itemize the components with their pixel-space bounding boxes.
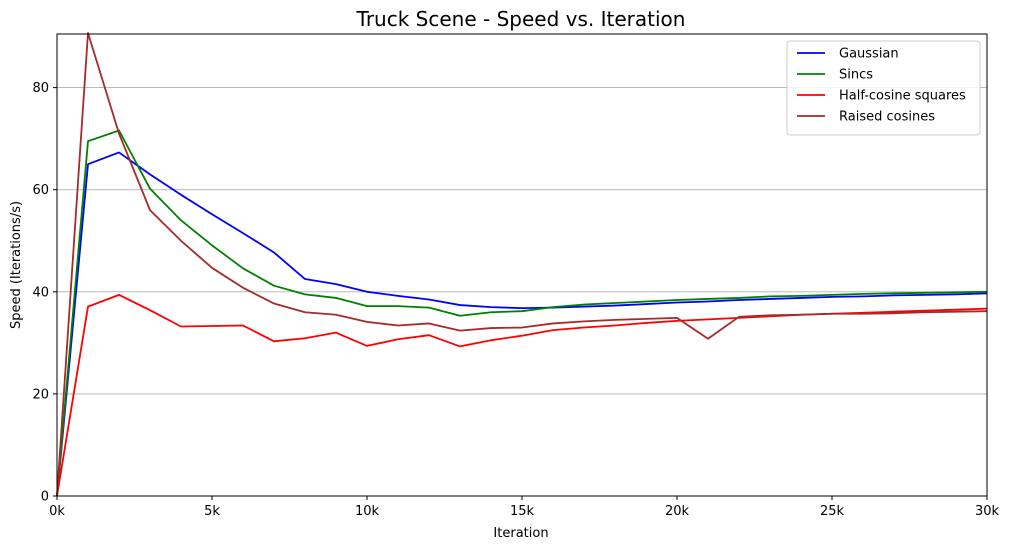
x-tick-label: 30k [975,504,1000,519]
y-tick-label: 80 [32,81,49,96]
x-tick-label: 5k [204,504,220,519]
series-lines [56,32,988,497]
chart-title: Truck Scene - Speed vs. Iteration [356,7,686,31]
legend-label: Gaussian [839,47,899,62]
y-axis-label: Speed (Iterations/s) [9,201,24,329]
series-line-sincs [56,129,988,497]
legend-box [786,40,981,136]
legend-label: Raised cosines [839,110,935,125]
y-tick-label: 0 [41,490,49,505]
x-axis-label: Iteration [493,526,548,541]
y-tick-label: 40 [32,285,49,300]
legend: Gaussian Sincs Half-cosine squares Raised c… [786,40,981,136]
x-tick-label: 0k [49,504,65,519]
x-tick-label: 25k [820,504,845,519]
series-line-half-cosine-squares [56,293,988,497]
series-line-raised-cosines [56,32,988,497]
x-tick-label: 10k [355,504,380,519]
legend-label: Half-cosine squares [839,89,966,104]
y-axis-ticks: 0 20 40 60 80 [32,81,57,505]
series-line-gaussian [56,151,988,497]
legend-label: Sincs [839,68,873,83]
x-tick-label: 15k [510,504,535,519]
y-tick-label: 20 [32,387,49,402]
x-tick-label: 20k [665,504,690,519]
y-tick-label: 60 [32,183,49,198]
x-axis-ticks: 0k 5k 10k 15k 20k 25k 30k [49,496,1000,519]
